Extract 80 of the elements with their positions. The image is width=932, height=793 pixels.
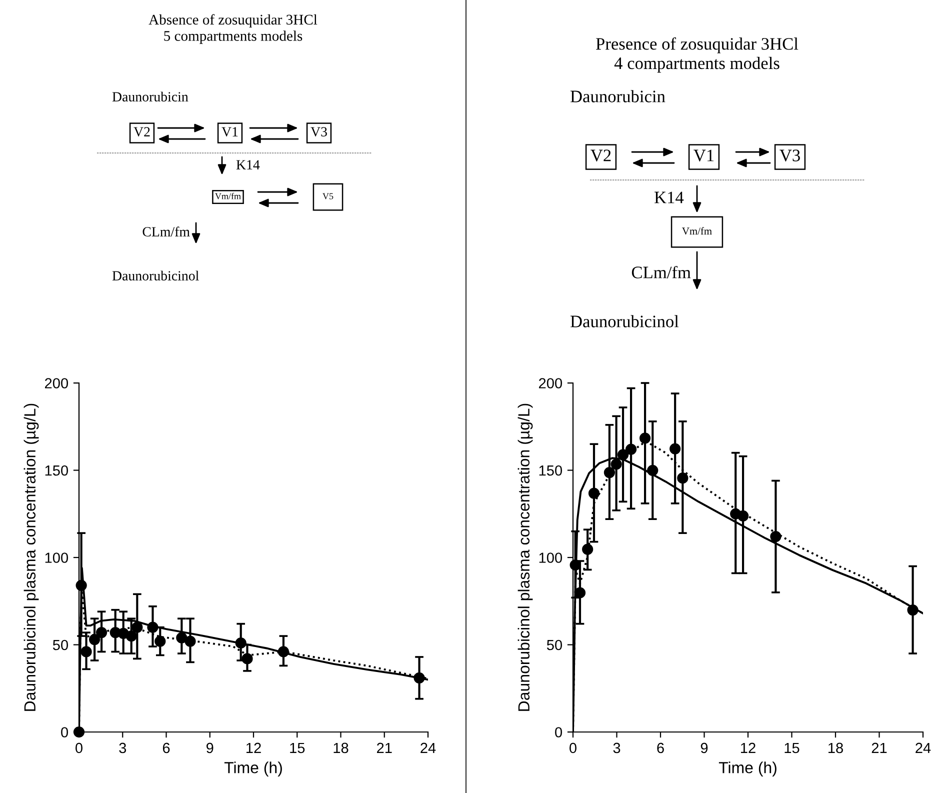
text: CLm/fm [142,226,190,236]
chart-title: Presence of zosuquidar 3HCl 4 compartments models [596,37,798,73]
chart-title: Absence of zosuquidar 3HCl 5 compartments models [148,14,318,44]
y-axis-title: Daunorubicinol plasma concentration (µg/L) [518,404,533,711]
y-tick-label: 0 [555,727,562,738]
text: V1 [222,127,238,137]
y-tick-label: 200 [538,378,562,388]
y-tick-label: 150 [45,465,68,476]
point [737,510,749,522]
point [617,449,629,460]
point [582,544,594,555]
point [625,444,637,455]
point [132,622,143,633]
point [574,587,586,598]
text: Vm/fm [682,227,712,235]
text: CLm/fm [632,266,691,278]
point [604,466,616,478]
x-tick-label: 15 [784,742,800,754]
point [647,464,658,476]
x-tick-label: 21 [872,742,887,753]
text: Daunorubicin [570,90,666,102]
y-tick-label: 50 [52,640,68,650]
point [610,458,622,470]
point [770,531,782,542]
text: Daunorubicin [112,92,188,102]
point [73,726,85,738]
x-tick-label: 18 [334,742,348,754]
x-tick-label: 18 [828,742,843,754]
x-tick-label: 9 [700,742,708,754]
x-tick-label: 15 [290,742,305,754]
point [588,488,600,499]
text: V2 [134,127,150,137]
x-tick-label: 3 [119,742,126,754]
point [677,472,688,484]
text: K14 [654,192,684,204]
y-axis-title: Daunorubicinol plasma concentration (µg/L) [24,404,39,711]
x-tick-label: 24 [916,742,931,753]
text: Daunorubicinol [112,270,199,280]
x-tick-label: 3 [613,742,620,754]
point [184,636,196,647]
y-tick-label: 50 [546,640,562,650]
point [80,646,92,658]
text: Daunorubicinol [570,315,679,328]
x-tick-label: 12 [741,742,756,753]
text: V3 [310,127,327,137]
text: V1 [694,150,714,162]
point [76,580,87,591]
text: V2 [590,150,611,162]
x-tick-label: 6 [657,742,664,754]
point [126,630,137,642]
x-tick-label: 12 [246,742,261,753]
x-axis-title: Time (h) [224,762,282,776]
point [235,637,246,649]
point [639,432,651,444]
point [89,634,100,646]
y-tick-label: 100 [45,552,68,563]
x-tick-label: 21 [377,742,392,753]
point [907,604,918,616]
text: V5 [322,193,334,200]
point [242,653,253,664]
point [414,672,425,684]
point [176,632,188,644]
x-axis-title: Time (h) [718,762,776,776]
text: Vm/fm [215,192,241,200]
x-tick-label: 0 [570,742,576,754]
y-tick-label: 200 [44,378,68,388]
point [147,622,158,633]
x-tick-label: 9 [206,742,214,754]
y-tick-label: 100 [539,552,562,563]
point [278,646,290,658]
point [670,443,681,454]
y-tick-label: 0 [61,727,68,738]
text: K14 [236,160,260,170]
y-tick-label: 150 [539,465,562,476]
point [96,626,108,638]
x-tick-label: 24 [420,742,436,753]
point [154,636,166,647]
x-tick-label: 0 [76,742,82,754]
x-tick-label: 6 [162,742,170,754]
text: V3 [780,150,800,162]
